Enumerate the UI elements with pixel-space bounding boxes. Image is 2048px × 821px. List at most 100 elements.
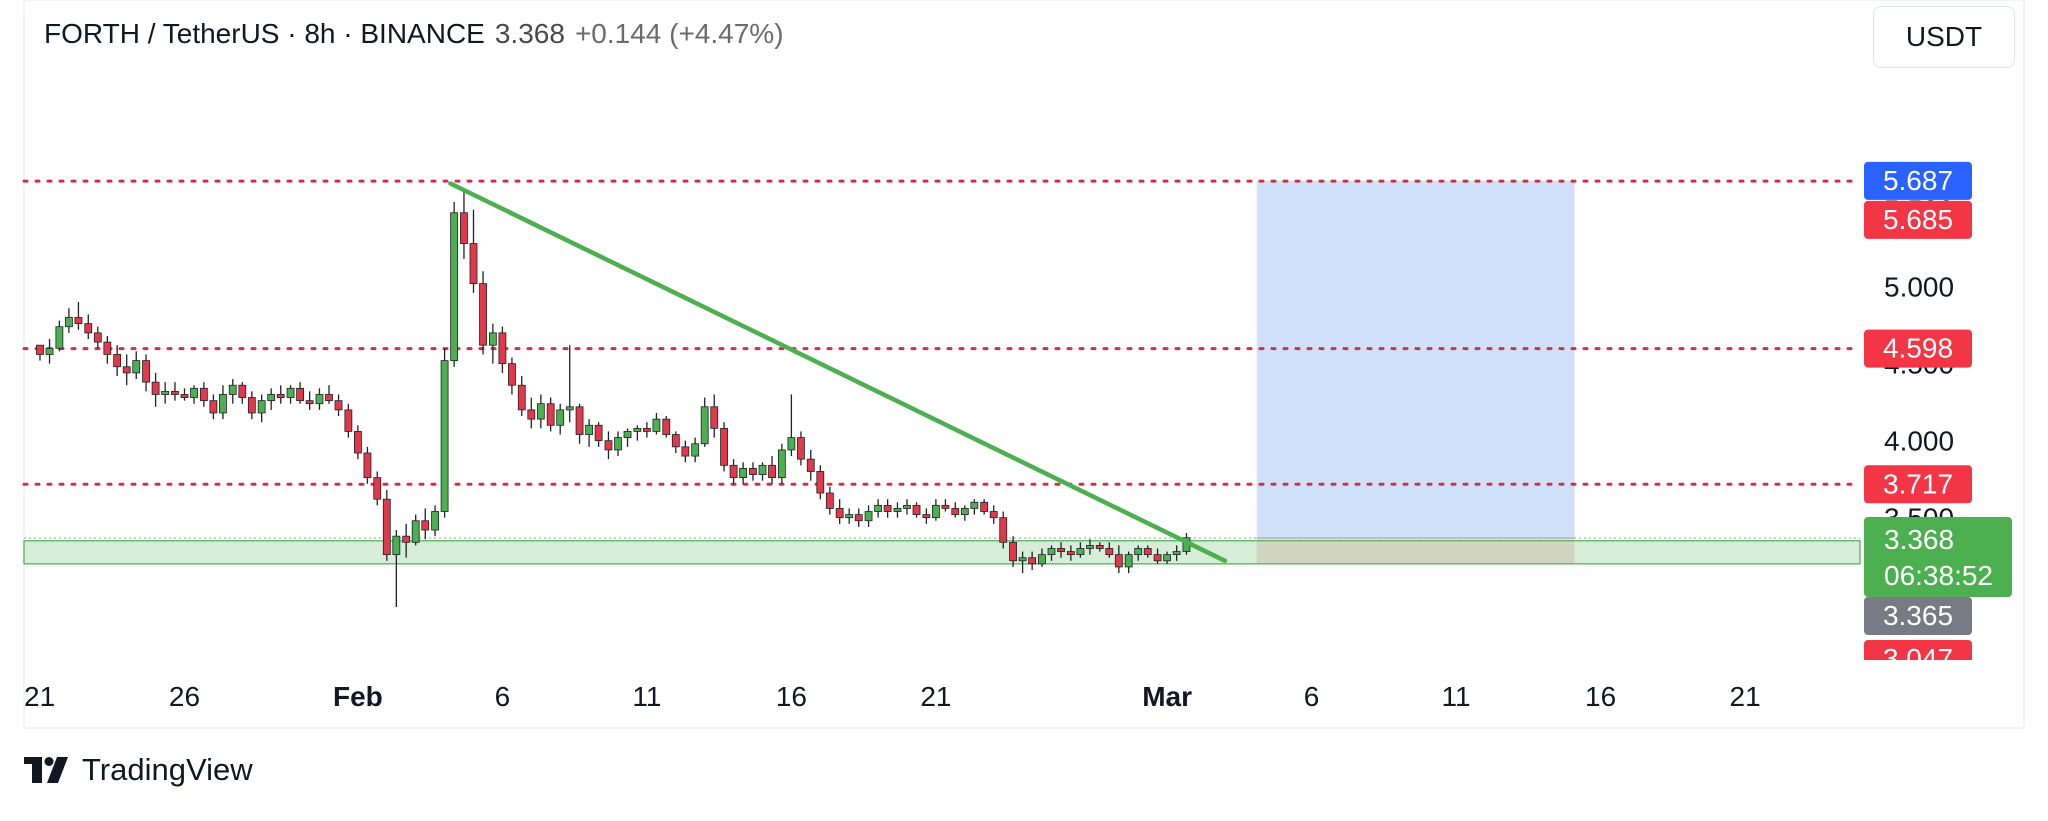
long-position-tool xyxy=(1256,180,1575,564)
candle-body xyxy=(315,394,324,405)
candle-body xyxy=(431,511,439,531)
candle-body xyxy=(758,464,767,475)
candle xyxy=(565,345,574,423)
candle-body xyxy=(325,394,333,402)
candle-body xyxy=(1114,554,1123,568)
candle xyxy=(854,508,863,527)
candle xyxy=(797,431,805,466)
candle xyxy=(84,314,93,340)
candle xyxy=(113,345,122,376)
candle xyxy=(460,191,468,259)
candle xyxy=(161,382,170,404)
candle xyxy=(344,403,353,438)
candle xyxy=(219,385,227,420)
time-tick-label: 21 xyxy=(24,681,55,712)
candle xyxy=(604,431,613,460)
candle xyxy=(941,499,950,512)
candle xyxy=(122,354,131,386)
candle xyxy=(479,271,487,355)
candle-body xyxy=(970,501,979,509)
price-label-red: 5.685 xyxy=(1864,200,1972,239)
candle-body xyxy=(681,446,690,457)
candle xyxy=(1076,542,1085,558)
candle-body xyxy=(575,406,584,435)
currency-button[interactable]: USDT xyxy=(1873,6,2015,68)
price-label-bg xyxy=(1864,465,1972,504)
candle xyxy=(488,323,497,364)
horizontal-levels xyxy=(22,179,1862,486)
candle xyxy=(296,382,305,404)
brand-name: TradingView xyxy=(82,752,253,787)
price-change: +0.144 (+4.47%) xyxy=(574,18,784,49)
last-price-badge-bg xyxy=(1864,517,2012,597)
candle-body xyxy=(787,437,796,451)
candle-body xyxy=(893,508,902,512)
candle-body xyxy=(1095,544,1104,549)
candle xyxy=(55,320,64,352)
target-zone xyxy=(1256,180,1575,538)
candle-body xyxy=(344,409,353,432)
candle xyxy=(835,499,844,524)
candle xyxy=(1038,548,1046,567)
candle xyxy=(421,508,430,540)
candle-body xyxy=(729,464,738,479)
candle xyxy=(768,456,776,484)
candle xyxy=(874,499,882,518)
candle-body xyxy=(643,427,651,432)
candle-body xyxy=(623,431,632,438)
time-tick-label: 21 xyxy=(1730,681,1761,712)
candle-body xyxy=(1057,548,1065,552)
tradingview-logo[interactable]: TradingView xyxy=(24,752,253,788)
candle xyxy=(806,449,815,481)
candle-body xyxy=(353,431,362,454)
candle-body xyxy=(45,347,54,355)
time-axis: 21 26 Feb 6 11 16 21 Mar 6 11 16 21 xyxy=(24,681,1761,712)
candle xyxy=(1124,551,1133,574)
candle xyxy=(45,339,54,364)
candle xyxy=(662,416,671,438)
candle xyxy=(36,344,44,361)
candle xyxy=(864,505,873,527)
candle-body xyxy=(932,504,940,519)
candle xyxy=(450,201,459,367)
chart-border xyxy=(23,0,2025,729)
candle-body xyxy=(36,344,44,355)
candle-body xyxy=(1134,548,1143,556)
candle xyxy=(1172,545,1181,561)
time-tick-label: 6 xyxy=(1304,681,1320,712)
candle-body xyxy=(334,400,343,411)
candle xyxy=(190,385,198,404)
tradingview-logo-icon xyxy=(24,757,68,783)
candle-body xyxy=(1124,554,1133,568)
candle-body xyxy=(161,390,170,395)
candle xyxy=(1153,548,1162,564)
candle xyxy=(1114,545,1123,574)
candle xyxy=(103,335,112,364)
candle xyxy=(1086,539,1094,555)
candle xyxy=(1028,551,1037,571)
candle-body xyxy=(816,471,825,494)
last-price: 3.368 xyxy=(494,18,565,49)
candle-body xyxy=(305,400,314,405)
candle xyxy=(325,385,333,404)
candle xyxy=(546,397,555,432)
candle xyxy=(787,394,796,457)
candle-body xyxy=(536,403,545,420)
candle xyxy=(1163,551,1171,564)
candle xyxy=(575,403,584,444)
price-tick-label: 4.000 xyxy=(1884,426,1954,457)
candle xyxy=(671,431,680,453)
bar-countdown: 06:38:52 xyxy=(1884,560,1993,591)
candle-body xyxy=(132,360,141,374)
candle-body xyxy=(286,387,295,398)
candle-body xyxy=(883,504,892,512)
candle xyxy=(238,382,247,404)
candle-body xyxy=(219,394,227,414)
candle xyxy=(353,425,362,460)
candle xyxy=(517,375,526,417)
candle-body xyxy=(180,394,189,398)
candle-body xyxy=(546,403,555,426)
candle-body xyxy=(84,323,93,334)
